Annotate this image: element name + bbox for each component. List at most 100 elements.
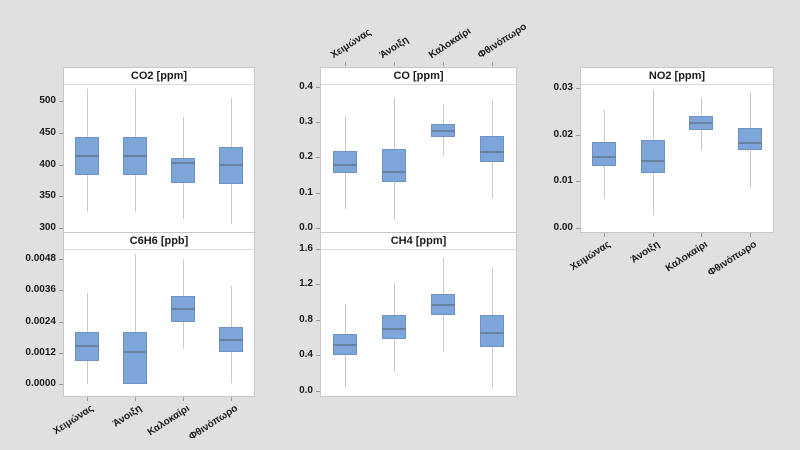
x-tick-mark [394,62,395,66]
y-tick-mark [59,165,63,166]
box-iqr [738,128,762,150]
y-tick-label: 0.02 [553,129,573,140]
y-tick-mark [316,193,320,194]
y-tick-mark [316,284,320,285]
y-tick-label: 350 [39,190,56,201]
y-tick-label: 0.03 [553,82,573,93]
y-tick-mark [576,135,580,136]
y-tick-mark [576,88,580,89]
y-tick-label: 0.01 [553,175,573,186]
category-label-text: Καλοκαίρι [663,239,710,275]
y-tick-label: 1.6 [299,243,313,254]
median-line [75,155,99,157]
y-tick-label: 0.00 [553,222,573,233]
median-line [641,160,665,162]
median-line [382,328,406,330]
y-tick-label: 0.0036 [25,284,56,295]
y-tick-mark [316,122,320,123]
median-line [123,351,147,353]
median-line [689,122,713,124]
y-tick-label: 0.3 [299,116,313,127]
median-line [333,164,357,166]
y-tick-label: 450 [39,127,56,138]
median-line [738,142,762,144]
y-tick-label: 300 [39,222,56,233]
box-iqr [480,136,504,162]
panel-title: CO [ppm] [321,68,516,85]
median-line [431,130,455,132]
x-tick-mark [750,233,751,237]
category-label-text: Καλοκαίρι [427,25,474,61]
y-tick-label: 0.8 [299,314,313,325]
x-tick-mark [135,397,136,401]
category-label-text: Άνοιξη [378,34,411,61]
x-tick-mark [604,233,605,237]
y-tick-label: 0.1 [299,187,313,198]
y-tick-mark [316,228,320,229]
category-label-text: Φθινόπωρο [476,21,529,61]
y-tick-label: 0.0 [299,222,313,233]
y-tick-mark [59,101,63,102]
box-iqr [382,315,406,339]
x-tick-mark [443,62,444,66]
box-iqr [592,142,616,166]
y-tick-label: 0.0000 [25,378,56,389]
median-line [480,151,504,153]
median-line [480,332,504,334]
y-tick-mark [59,259,63,260]
y-tick-label: 0.4 [299,81,313,92]
whisker-line [135,254,136,384]
y-tick-label: 0.0 [299,385,313,396]
median-line [592,156,616,158]
y-tick-mark [576,181,580,182]
y-tick-mark [576,228,580,229]
median-line [219,339,243,341]
y-tick-label: 0.4 [299,349,313,360]
median-line [171,308,195,310]
x-tick-mark [183,397,184,401]
y-tick-label: 400 [39,159,56,170]
category-label-text: Χειμώνας [51,403,96,438]
y-tick-mark [59,228,63,229]
y-tick-mark [59,322,63,323]
box-iqr [641,140,665,173]
box-iqr [480,315,504,347]
y-tick-mark [59,196,63,197]
y-tick-label: 0.0024 [25,316,56,327]
category-label-text: Χειμώνας [568,239,613,274]
x-tick-mark [701,233,702,237]
panel-title: NO2 [ppm] [581,68,773,85]
median-line [171,162,195,164]
box-iqr [382,149,406,182]
category-label-text: Άνοιξη [629,239,662,266]
y-tick-mark [59,133,63,134]
category-label-text: Φθινόπωρο [187,403,240,443]
y-tick-label: 0.0048 [25,253,56,264]
y-tick-mark [59,384,63,385]
y-tick-label: 1.2 [299,278,313,289]
x-tick-mark [492,62,493,66]
median-line [431,304,455,306]
category-label-text: Φθινόπωρο [706,239,759,279]
panel-title: C6H6 [ppb] [64,233,254,250]
category-label-text: Χειμώνας [329,26,374,61]
x-tick-mark [231,397,232,401]
y-tick-label: 500 [39,95,56,106]
y-tick-mark [316,157,320,158]
y-tick-mark [59,290,63,291]
x-tick-mark [653,233,654,237]
y-tick-mark [316,87,320,88]
median-line [75,345,99,347]
y-tick-mark [316,391,320,392]
category-label-text: Άνοιξη [111,403,144,430]
median-line [123,155,147,157]
boxplot-panel [63,232,255,397]
category-label-text: Καλοκαίρι [145,403,192,439]
x-tick-mark [345,62,346,66]
y-tick-mark [316,249,320,250]
x-tick-mark [87,397,88,401]
box-iqr [123,332,147,384]
y-tick-label: 0.0012 [25,347,56,358]
y-tick-label: 0.2 [299,151,313,162]
